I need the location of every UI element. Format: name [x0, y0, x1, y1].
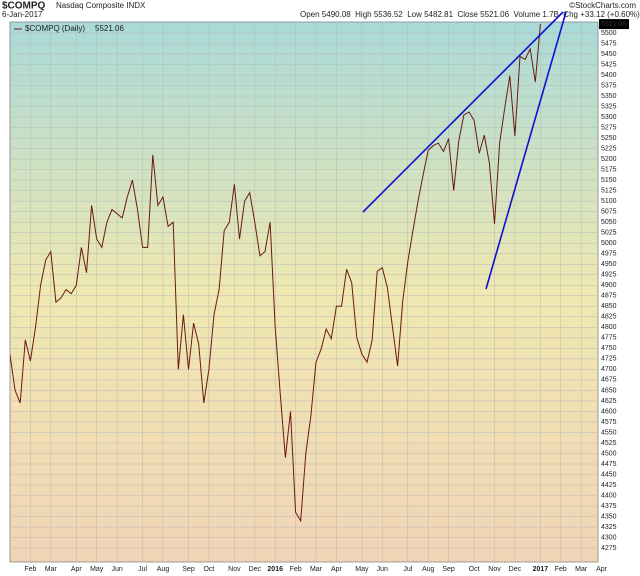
- y-tick-label: 4425: [601, 482, 617, 489]
- x-tick-label: Oct: [469, 566, 480, 573]
- y-tick-label: 4725: [601, 356, 617, 363]
- y-tick-label: 4300: [601, 534, 617, 541]
- y-tick-label: 4700: [601, 366, 617, 373]
- symbol-name: Nasdaq Composite INDX: [56, 1, 146, 10]
- y-tick-label: 4675: [601, 377, 617, 384]
- price-line: [10, 24, 541, 523]
- y-tick-label: 4650: [601, 387, 617, 394]
- x-tick-label: Apr: [71, 566, 83, 573]
- y-tick-label: 4950: [601, 261, 617, 268]
- x-tick-label: Aug: [422, 566, 435, 573]
- y-tick-label: 4925: [601, 272, 617, 279]
- x-tick-label: Dec: [249, 566, 262, 573]
- y-tick-label: 4500: [601, 450, 617, 457]
- y-tick-label: 4625: [601, 398, 617, 405]
- y-tick-label: 5375: [601, 82, 617, 89]
- legend-label: $COMPQ (Daily): [25, 24, 85, 33]
- y-tick-label: 5325: [601, 103, 617, 110]
- y-tick-label: 5425: [601, 61, 617, 68]
- y-tick-label: 4750: [601, 345, 617, 352]
- x-tick-label: Dec: [509, 566, 522, 573]
- x-tick-label: Aug: [157, 566, 170, 573]
- legend-value: 5521.06: [95, 24, 124, 33]
- y-tick-label: 4275: [601, 545, 617, 552]
- watermark: ©StockCharts.com: [569, 1, 636, 10]
- x-tick-label: May: [90, 566, 104, 573]
- x-tick-label: Mar: [575, 566, 588, 573]
- y-tick-label: 5050: [601, 219, 617, 226]
- y-tick-label: 4350: [601, 513, 617, 520]
- y-tick-label: 5400: [601, 72, 617, 79]
- x-tick-label: Jul: [403, 566, 412, 573]
- y-tick-label: 4850: [601, 303, 617, 310]
- trend-line: [362, 11, 564, 213]
- y-tick-label: 4450: [601, 471, 617, 478]
- x-tick-label: May: [355, 566, 369, 573]
- x-tick-label: Sep: [182, 566, 195, 573]
- x-tick-label: Mar: [45, 566, 58, 573]
- symbol: $COMPQ: [2, 1, 46, 12]
- y-tick-label: 5125: [601, 187, 617, 194]
- y-tick-label: 5300: [601, 114, 617, 121]
- last-value-box: [599, 19, 629, 30]
- x-tick-label: Jun: [377, 566, 388, 573]
- y-tick-label: 5250: [601, 135, 617, 142]
- y-tick-label: 5025: [601, 230, 617, 237]
- y-tick-label: 5450: [601, 51, 617, 58]
- x-tick-label: Mar: [310, 566, 323, 573]
- y-tick-label: 5100: [601, 198, 617, 205]
- y-tick-label: 5175: [601, 166, 617, 173]
- y-tick-label: 4600: [601, 408, 617, 415]
- x-tick-label: Nov: [228, 566, 241, 573]
- y-tick-label: 5500: [601, 30, 617, 37]
- x-tick-label: Sep: [442, 566, 455, 573]
- x-tick-label: 2017: [533, 566, 549, 573]
- y-tick-label: 4525: [601, 440, 617, 447]
- y-tick-label: 4475: [601, 461, 617, 468]
- y-tick-label: 4775: [601, 335, 617, 342]
- y-tick-label: 5475: [601, 40, 617, 47]
- x-tick-label: Feb: [555, 566, 567, 573]
- y-tick-label: 4975: [601, 251, 617, 258]
- x-tick-label: Jul: [138, 566, 147, 573]
- y-tick-label: 4400: [601, 492, 617, 499]
- y-tick-label: 4375: [601, 503, 617, 510]
- y-tick-label: 5275: [601, 124, 617, 131]
- y-tick-label: 4875: [601, 293, 617, 300]
- y-tick-label: 5225: [601, 145, 617, 152]
- y-tick-label: 4900: [601, 282, 617, 289]
- last-value-label: 5521.06: [601, 21, 626, 28]
- y-tick-label: 4550: [601, 429, 617, 436]
- quote: Open 5490.08 High 5536.52 Low 5482.81 Cl…: [300, 10, 640, 19]
- y-tick-label: 5000: [601, 240, 617, 247]
- y-tick-label: 4325: [601, 524, 617, 531]
- x-tick-label: Apr: [596, 566, 608, 573]
- x-tick-label: 2016: [267, 566, 283, 573]
- y-tick-label: 5075: [601, 209, 617, 216]
- x-tick-label: Apr: [331, 566, 343, 573]
- trend-line: [485, 11, 567, 290]
- y-tick-label: 4575: [601, 419, 617, 426]
- date: 6-Jan-2017: [2, 10, 43, 19]
- x-tick-label: Feb: [290, 566, 302, 573]
- y-tick-label: 5200: [601, 156, 617, 163]
- y-tick-label: 5150: [601, 177, 617, 184]
- x-tick-label: Feb: [24, 566, 36, 573]
- y-tick-label: 5350: [601, 93, 617, 100]
- x-tick-label: Jun: [111, 566, 122, 573]
- y-tick-label: 4800: [601, 324, 617, 331]
- y-tick-label: 4825: [601, 314, 617, 321]
- x-tick-label: Nov: [488, 566, 501, 573]
- x-tick-label: Oct: [203, 566, 214, 573]
